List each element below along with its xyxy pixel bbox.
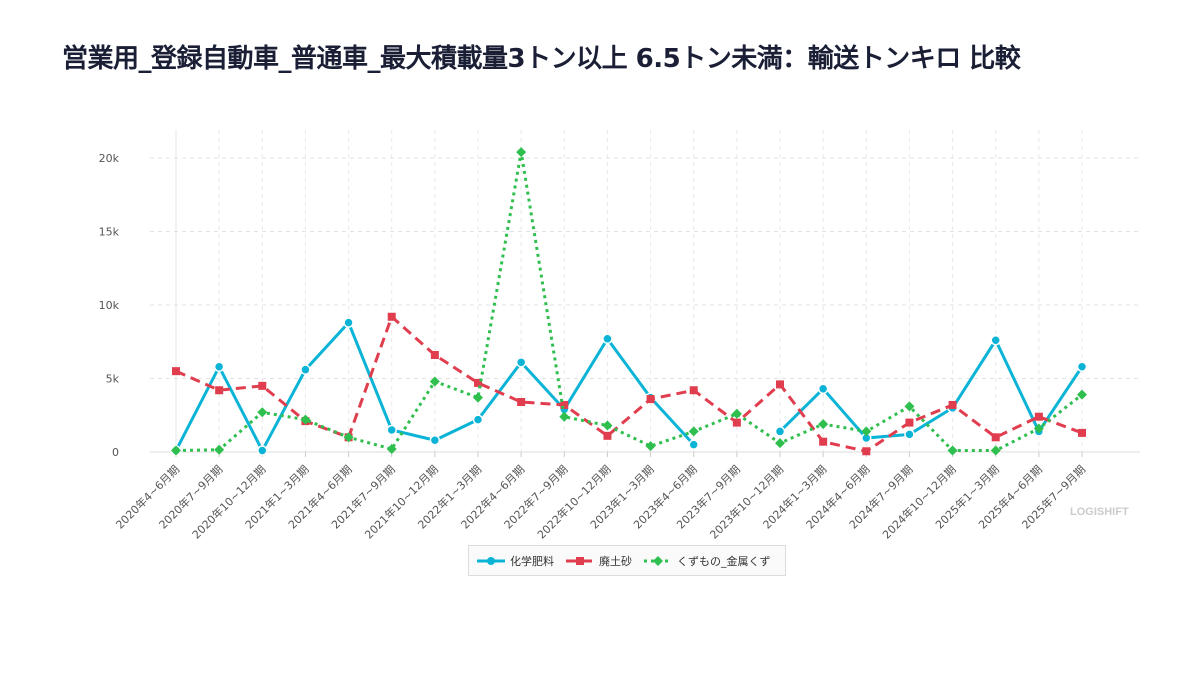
x-tick-label: 2021年10~12月期: [362, 462, 441, 541]
data-point: [819, 437, 828, 446]
data-point: [386, 424, 397, 436]
legend-label: くずもの_金属くず: [677, 554, 771, 568]
data-point: [1077, 389, 1087, 400]
y-tick-label: 0: [112, 446, 119, 459]
x-tick-label: 2022年10~12月期: [534, 462, 613, 541]
y-tick-label: 20k: [99, 152, 120, 165]
data-point: [732, 418, 741, 427]
data-point: [904, 401, 915, 412]
data-point: [990, 445, 1001, 456]
data-point: [861, 426, 872, 437]
data-point: [1033, 423, 1044, 434]
y-tick-label: 10k: [99, 299, 120, 312]
legend-label: 廃土砂: [599, 554, 632, 568]
data-point: [257, 407, 268, 418]
x-tick-label: 2020年10~12月期: [189, 462, 268, 541]
data-point: [688, 426, 699, 437]
data-point: [473, 392, 483, 403]
legend-item[interactable]: 化学肥料: [477, 553, 554, 569]
data-point: [818, 419, 829, 430]
data-point: [343, 432, 354, 443]
data-point: [1034, 412, 1043, 421]
legend: 化学肥料 廃土砂 くずもの_金属くず: [468, 545, 786, 576]
data-point: [990, 335, 1001, 346]
data-point: [258, 381, 267, 390]
data-point: [516, 147, 527, 158]
legend-circle-icon: [477, 556, 505, 565]
data-point: [905, 418, 914, 427]
legend-label: 化学肥料: [510, 554, 554, 568]
series-line: [175, 314, 1083, 453]
data-point: [948, 400, 957, 409]
data-point: [300, 414, 311, 425]
data-point: [775, 438, 785, 449]
data-point: [474, 378, 482, 387]
y-tick-label: 5k: [106, 373, 120, 386]
data-point: [430, 350, 439, 359]
y-tick-label: 15k: [99, 226, 120, 239]
data-point: [776, 380, 784, 389]
data-point: [257, 445, 268, 456]
data-point: [215, 386, 224, 395]
data-point: [689, 386, 698, 395]
data-point: [213, 361, 225, 372]
legend-diamond-icon: [644, 555, 672, 566]
data-point: [947, 445, 958, 456]
legend-item[interactable]: くずもの_金属くず: [644, 553, 771, 569]
data-point: [602, 333, 613, 345]
data-point: [559, 411, 570, 422]
data-point: [517, 398, 526, 407]
data-point: [560, 400, 569, 409]
data-point: [646, 395, 655, 404]
data-point: [904, 429, 915, 440]
legend-item[interactable]: 廃土砂: [566, 553, 632, 569]
data-point: [300, 364, 311, 375]
data-point: [429, 434, 441, 446]
data-point: [688, 439, 699, 450]
data-point: [171, 445, 181, 456]
x-tick-label: 2023年10~12月期: [707, 462, 786, 541]
data-point: [472, 414, 484, 425]
data-point: [172, 367, 180, 376]
data-point: [731, 408, 742, 419]
data-point: [429, 376, 440, 387]
data-point: [515, 357, 527, 368]
series-line: [175, 151, 1083, 453]
data-point: [991, 433, 1000, 442]
data-point: [645, 441, 656, 452]
series-line: [778, 337, 1084, 440]
data-point: [774, 426, 786, 437]
data-point: [817, 383, 829, 395]
legend-square-icon: [566, 556, 594, 565]
data-point: [343, 317, 354, 328]
chart-title: 営業用_登録自動車_普通車_最大積載量3トン以上 6.5トン未満：輸送トンキロ …: [62, 44, 1021, 74]
x-tick-label: 2024年10~12月期: [879, 462, 958, 541]
data-point: [214, 444, 225, 455]
data-point: [1076, 361, 1088, 372]
data-point: [602, 420, 613, 431]
data-point: [1078, 428, 1086, 437]
watermark: LOGISHIFT: [1070, 506, 1129, 518]
data-point: [862, 447, 871, 456]
data-point: [603, 431, 612, 440]
data-point: [386, 444, 397, 455]
data-point: [387, 312, 396, 321]
